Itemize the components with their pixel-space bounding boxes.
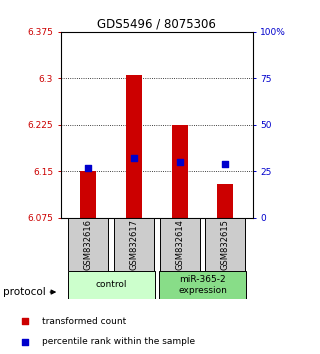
Title: GDS5496 / 8075306: GDS5496 / 8075306 [97,18,216,31]
Bar [126,75,142,218]
Text: percentile rank within the sample: percentile rank within the sample [42,337,196,347]
Point [86,165,91,170]
Point [223,161,228,167]
Bar [217,184,233,218]
Bar [80,171,96,218]
Point [132,155,137,161]
Text: GSM832617: GSM832617 [130,219,139,270]
Bar [172,125,188,218]
Text: GSM832616: GSM832616 [84,219,93,270]
Bar [114,218,154,271]
Bar [68,218,108,271]
Bar [68,271,155,299]
Point [22,319,27,324]
Text: transformed count: transformed count [42,317,126,326]
Text: protocol: protocol [3,287,46,297]
Text: GSM832614: GSM832614 [175,219,184,270]
Bar [159,271,246,299]
Text: miR-365-2
expression: miR-365-2 expression [178,275,227,295]
Bar [160,218,200,271]
Point [177,159,182,165]
Point [22,339,27,345]
Text: control: control [95,280,127,290]
Text: GSM832615: GSM832615 [221,219,230,270]
Bar [205,218,245,271]
